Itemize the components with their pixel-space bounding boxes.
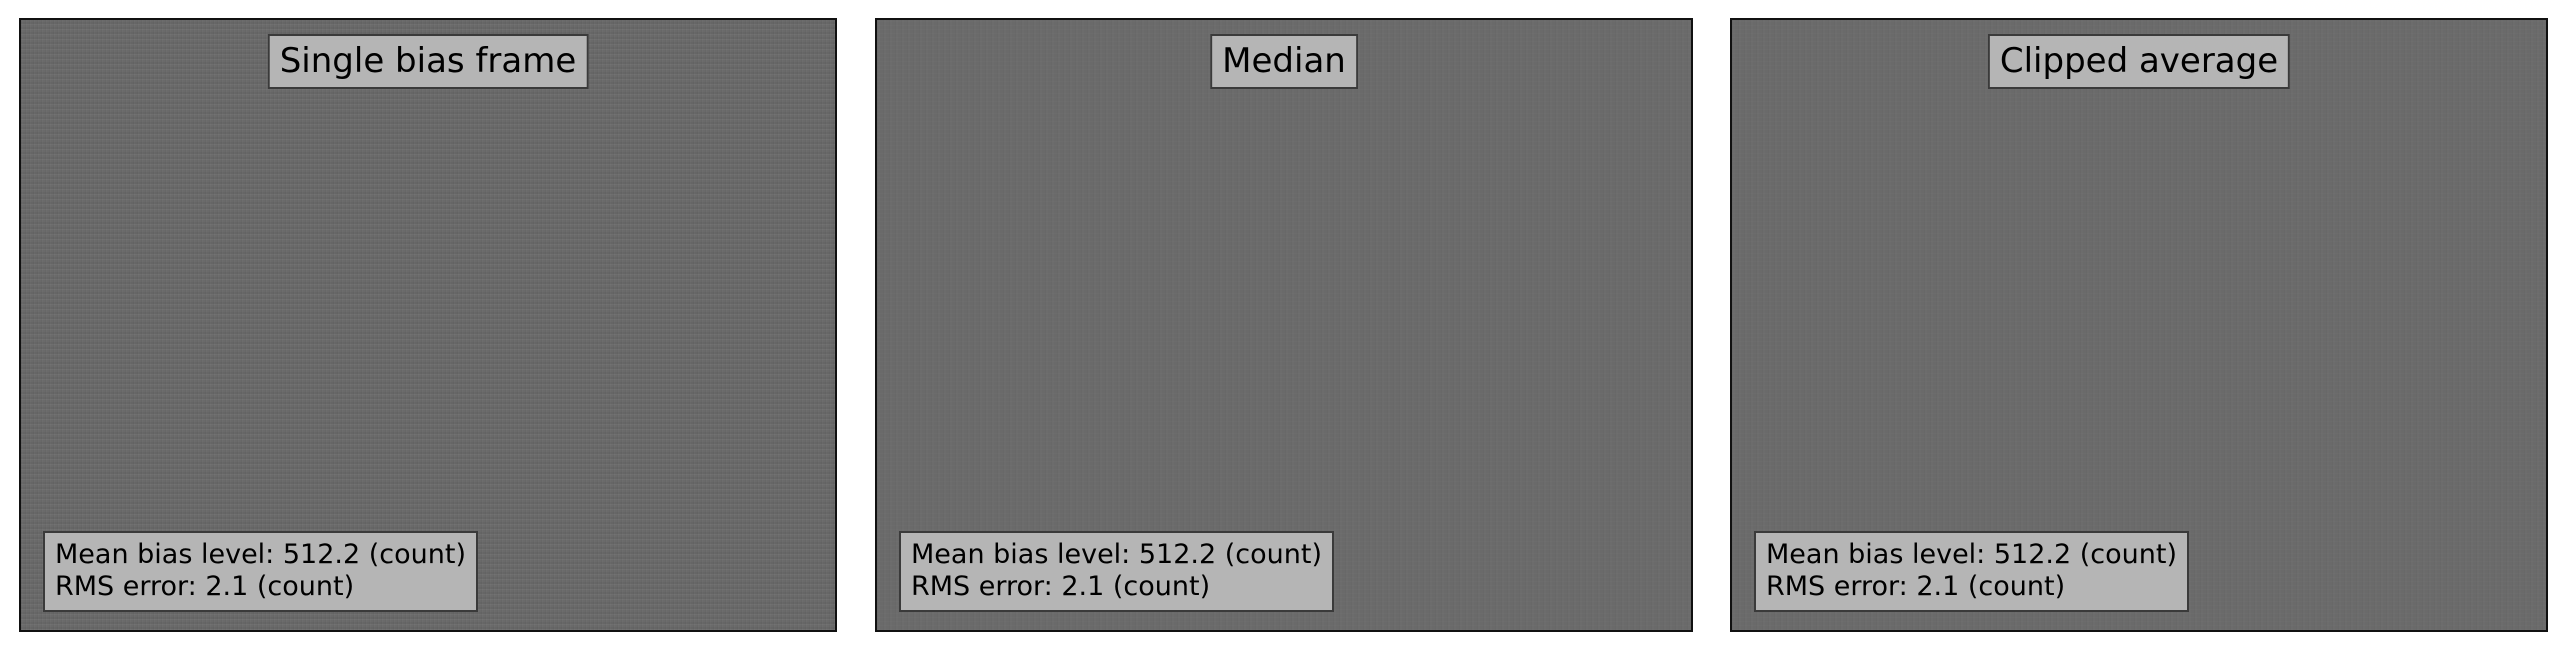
panel-title: Median	[1210, 34, 1358, 89]
panel-title: Single bias frame	[267, 34, 589, 89]
rms-error-label: RMS error: 2.1 (count)	[1766, 571, 2066, 602]
mean-bias-level-label: Mean bias level: 512.2 (count)	[911, 539, 1322, 570]
clipped-average-image: Clipped average Mean bias level: 512.2 (…	[1730, 18, 2548, 632]
mean-bias-level-label: Mean bias level: 512.2 (count)	[1766, 539, 2177, 570]
stats-box: Mean bias level: 512.2 (count) RMS error…	[1754, 531, 2189, 612]
stats-box: Mean bias level: 512.2 (count) RMS error…	[43, 531, 478, 612]
mean-bias-level-label: Mean bias level: 512.2 (count)	[55, 539, 466, 570]
stats-box: Mean bias level: 512.2 (count) RMS error…	[899, 531, 1334, 612]
rms-error-label: RMS error: 2.1 (count)	[55, 571, 355, 602]
panel-title: Clipped average	[1987, 34, 2291, 89]
rms-error-label: RMS error: 2.1 (count)	[911, 571, 1211, 602]
median-image: Median Mean bias level: 512.2 (count) RM…	[875, 18, 1693, 632]
single-bias-frame-image: Single bias frame Mean bias level: 512.2…	[19, 18, 837, 632]
